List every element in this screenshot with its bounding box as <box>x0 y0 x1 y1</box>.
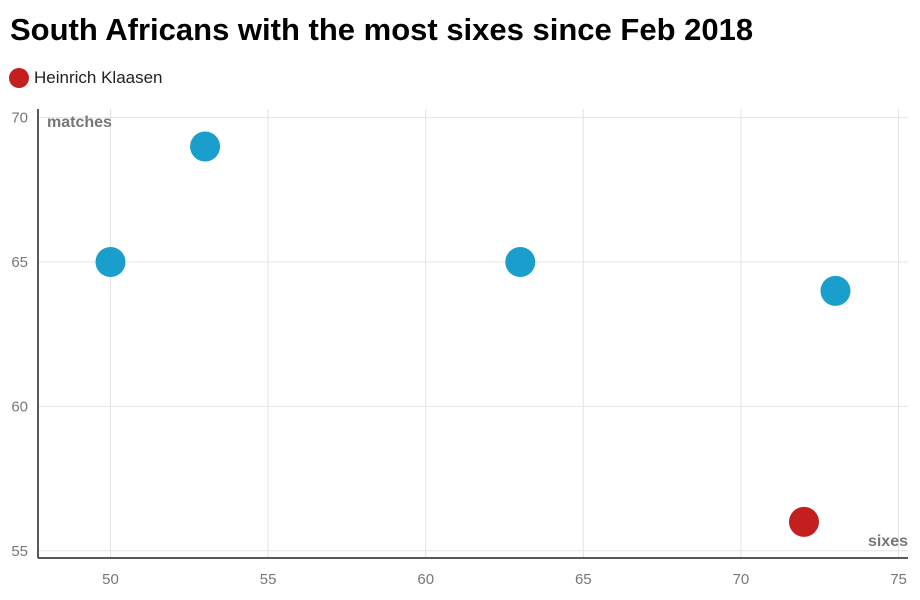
y-axis-title: matches <box>47 114 112 131</box>
highlighted-point <box>788 506 819 537</box>
legend: Heinrich Klaasen <box>9 68 163 88</box>
data-point <box>820 275 851 306</box>
x-tick-label: 70 <box>733 571 750 588</box>
x-axis-title: sixes <box>868 533 908 550</box>
y-tick-label: 55 <box>11 543 28 560</box>
y-tick-label: 60 <box>11 398 28 415</box>
legend-label: Heinrich Klaasen <box>34 68 163 87</box>
x-tick-label: 55 <box>260 571 277 588</box>
data-point <box>190 131 221 162</box>
y-tick-label: 70 <box>11 110 28 127</box>
x-tick-label: 60 <box>417 571 434 588</box>
y-tick-label: 65 <box>11 254 28 271</box>
data-point <box>505 247 536 278</box>
data-point <box>95 247 126 278</box>
chart-title: South Africans with the most sixes since… <box>10 12 754 47</box>
x-tick-label: 75 <box>890 571 907 588</box>
x-tick-label: 50 <box>102 571 119 588</box>
legend-swatch <box>9 68 29 88</box>
x-tick-label: 65 <box>575 571 592 588</box>
